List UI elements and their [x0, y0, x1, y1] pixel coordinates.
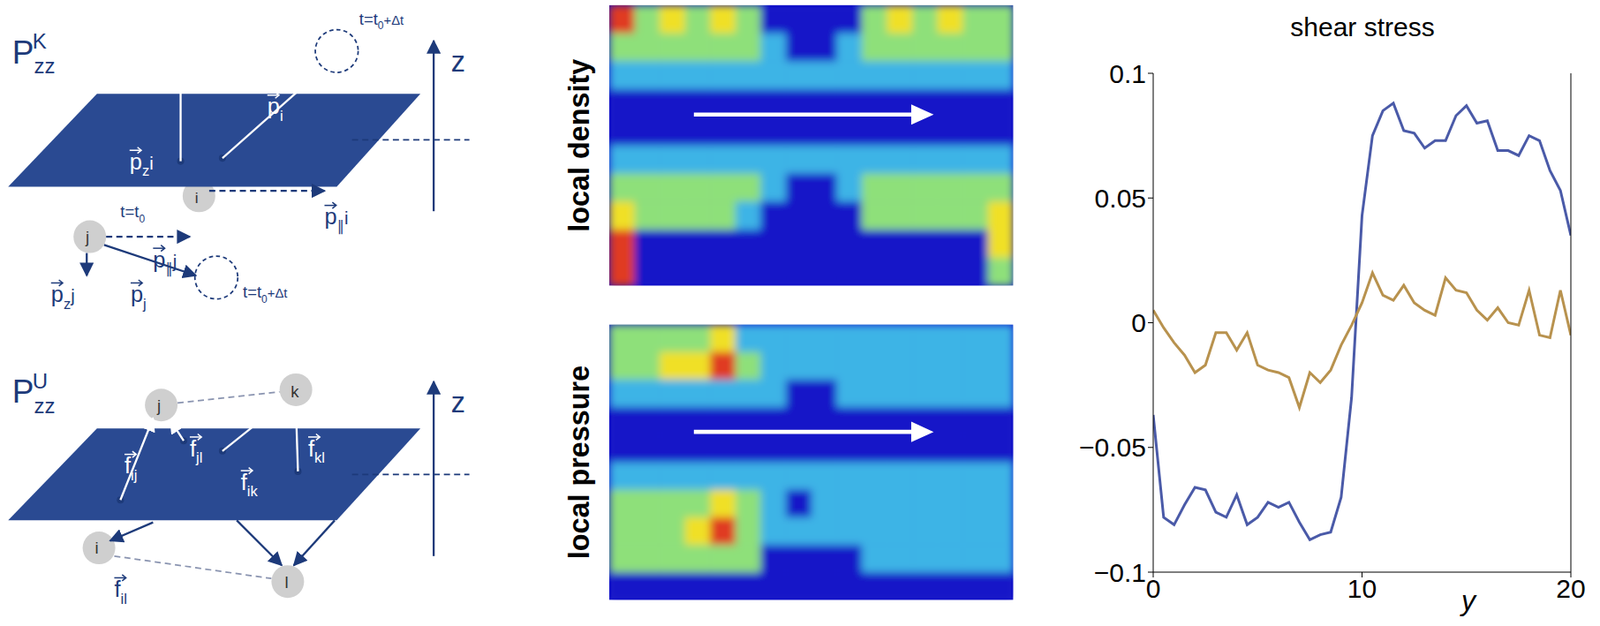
svg-text:t=t0+Δt: t=t0+Δt: [359, 9, 404, 33]
svg-text:pzj: pzj: [51, 281, 76, 313]
html-text:y: y: [1461, 584, 1476, 617]
svg-text:p∥i: p∥i: [324, 203, 348, 235]
svg-text:j: j: [156, 396, 161, 416]
svg-text:fkl: fkl: [308, 436, 325, 468]
svg-text:Pzz: Pzz: [12, 34, 56, 78]
svg-text:K: K: [32, 29, 47, 53]
svg-text:0: 0: [1131, 308, 1147, 338]
svg-text:z: z: [451, 45, 466, 78]
svg-text:p∥j: p∥j: [152, 247, 177, 279]
svg-text:k: k: [290, 382, 300, 401]
svg-text:0.1: 0.1: [1109, 59, 1147, 89]
svg-text:t=t0: t=t0: [120, 202, 145, 226]
svg-text:20: 20: [1555, 573, 1585, 604]
svg-text:fjl: fjl: [189, 436, 203, 468]
svg-text:pzi: pzi: [129, 149, 154, 181]
svg-text:pj: pj: [130, 281, 147, 313]
svg-text:0.05: 0.05: [1094, 183, 1147, 213]
svg-text:fij: fij: [124, 452, 137, 484]
svg-text:fil: fil: [113, 576, 127, 608]
svg-text:Pzz: Pzz: [12, 373, 56, 418]
svg-text:fik: fik: [241, 469, 259, 501]
html-text:shear stress: shear stress: [1290, 12, 1435, 42]
svg-text:l: l: [284, 573, 288, 592]
svg-text:10: 10: [1347, 573, 1377, 604]
svg-text:−0.1: −0.1: [1094, 558, 1147, 588]
svg-text:local density: local density: [563, 59, 596, 233]
svg-text:t=t0+Δt: t=t0+Δt: [242, 282, 287, 306]
svg-text:0: 0: [1146, 573, 1162, 604]
svg-text:pi: pi: [267, 93, 284, 125]
svg-text:i: i: [195, 188, 199, 207]
svg-text:local pressure: local pressure: [563, 365, 596, 559]
svg-text:i: i: [94, 538, 99, 558]
svg-text:z: z: [451, 386, 466, 419]
svg-text:U: U: [32, 369, 48, 393]
svg-text:−0.05: −0.05: [1079, 432, 1147, 462]
svg-text:j: j: [84, 227, 90, 247]
